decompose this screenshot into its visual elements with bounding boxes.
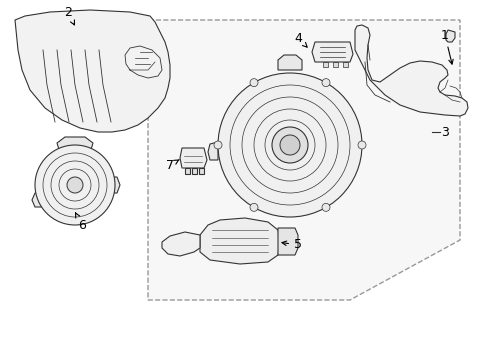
Circle shape <box>322 203 330 211</box>
Polygon shape <box>200 218 280 264</box>
Circle shape <box>218 73 362 217</box>
Text: 6: 6 <box>75 213 86 231</box>
Polygon shape <box>148 20 460 300</box>
Text: 2: 2 <box>64 5 74 25</box>
Circle shape <box>214 141 222 149</box>
Text: 1: 1 <box>441 28 453 64</box>
Polygon shape <box>446 30 455 42</box>
Polygon shape <box>208 142 218 160</box>
Polygon shape <box>162 232 200 256</box>
Circle shape <box>358 141 366 149</box>
Polygon shape <box>107 177 120 193</box>
Text: 5: 5 <box>282 239 302 252</box>
Circle shape <box>67 177 83 193</box>
Polygon shape <box>185 168 190 174</box>
Text: 7: 7 <box>166 158 179 171</box>
Polygon shape <box>57 137 93 153</box>
Polygon shape <box>278 55 302 70</box>
Circle shape <box>35 145 115 225</box>
Bar <box>343 62 348 67</box>
Polygon shape <box>355 25 468 116</box>
Circle shape <box>250 78 258 87</box>
Bar <box>323 62 328 67</box>
Text: 4: 4 <box>294 32 307 47</box>
Circle shape <box>250 203 258 211</box>
Circle shape <box>280 135 300 155</box>
Polygon shape <box>278 228 298 255</box>
Polygon shape <box>180 148 207 168</box>
Polygon shape <box>312 42 353 62</box>
Circle shape <box>272 127 308 163</box>
Polygon shape <box>199 168 204 174</box>
Text: 3: 3 <box>441 126 449 139</box>
Bar <box>333 62 338 67</box>
Circle shape <box>322 78 330 87</box>
Polygon shape <box>192 168 197 174</box>
Polygon shape <box>15 10 170 132</box>
Polygon shape <box>32 193 47 207</box>
